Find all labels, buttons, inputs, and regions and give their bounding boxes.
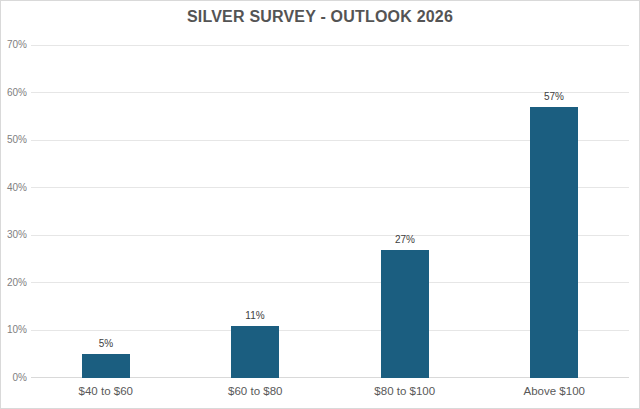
bar bbox=[530, 107, 578, 378]
y-axis-tick-label: 60% bbox=[1, 87, 27, 99]
silver-survey-bar-chart: SILVER SURVEY - OUTLOOK 2026 5% 11% 27% 57%… bbox=[0, 0, 640, 409]
x-axis-category-label: $60 to $80 bbox=[181, 384, 331, 399]
y-axis-tick-label: 50% bbox=[1, 134, 27, 146]
x-axis: $40 to $60$60 to $80$80 to $100Above $10… bbox=[31, 384, 629, 399]
plot-area: 5% 11% 27% 57% bbox=[31, 45, 629, 378]
y-axis-tick-label: 0% bbox=[1, 372, 27, 384]
bar-value-label: 57% bbox=[514, 91, 594, 103]
x-axis-category-label: $80 to $100 bbox=[330, 384, 480, 399]
bar-value-label: 5% bbox=[66, 338, 146, 350]
bar bbox=[82, 354, 130, 378]
y-axis-tick-label: 10% bbox=[1, 324, 27, 336]
bar bbox=[381, 250, 429, 378]
chart-title: SILVER SURVEY - OUTLOOK 2026 bbox=[1, 8, 639, 26]
bar-value-label: 11% bbox=[215, 310, 295, 322]
x-axis-category-label: $40 to $60 bbox=[31, 384, 181, 399]
y-axis-tick-label: 20% bbox=[1, 277, 27, 289]
y-axis-tick-label: 70% bbox=[1, 39, 27, 51]
x-axis-category-label: Above $100 bbox=[480, 384, 630, 399]
gridline bbox=[31, 45, 629, 46]
y-axis: 0%10%20%30%40%50%60%70% bbox=[1, 45, 27, 378]
bar bbox=[231, 326, 279, 378]
bar-value-label: 27% bbox=[365, 234, 445, 246]
y-axis-tick-label: 30% bbox=[1, 229, 27, 241]
y-axis-tick-label: 40% bbox=[1, 182, 27, 194]
